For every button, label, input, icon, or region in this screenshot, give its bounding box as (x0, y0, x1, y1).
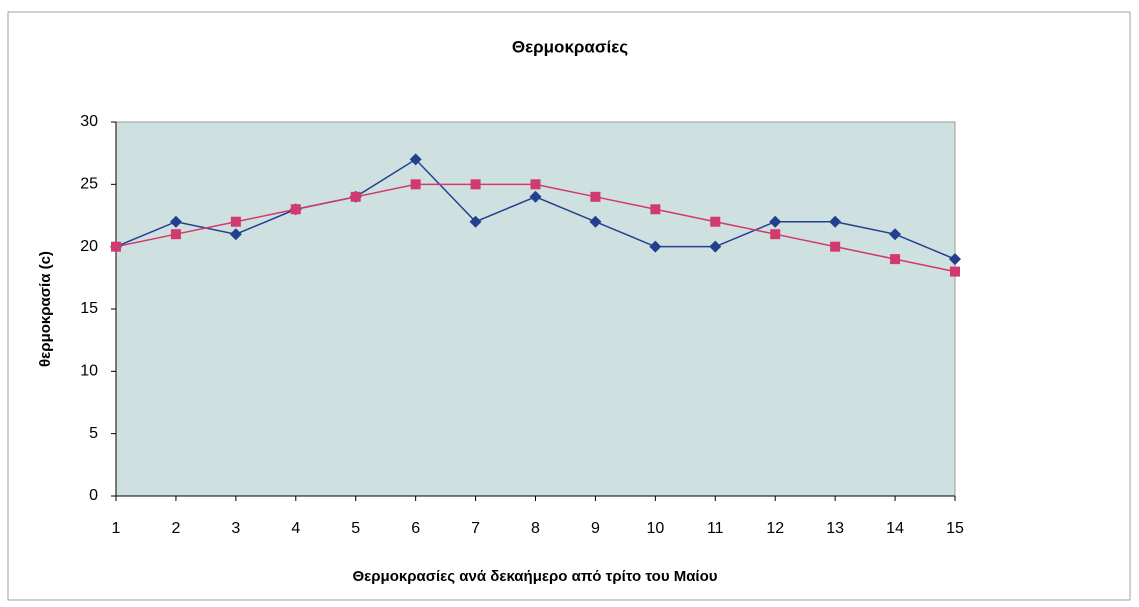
x-tick-label: 15 (946, 520, 964, 537)
marker (529, 190, 542, 203)
marker (470, 179, 481, 190)
x-tick-label: 10 (646, 520, 664, 537)
marker (650, 204, 661, 215)
marker (889, 228, 902, 241)
marker (949, 253, 961, 266)
y-tick-label: 5 (89, 425, 98, 442)
marker (830, 241, 841, 252)
marker (530, 179, 541, 190)
x-axis-title: Θερμοκρασίες ανά δεκαήμερο από τρίτο του… (352, 568, 717, 585)
x-tick-label: 11 (707, 520, 724, 537)
marker (229, 228, 242, 241)
marker (590, 191, 601, 202)
y-tick-label: 30 (80, 113, 98, 130)
marker (290, 204, 301, 215)
x-tick-label: 6 (411, 520, 420, 537)
x-tick-label: 4 (291, 520, 300, 537)
marker (409, 153, 422, 166)
y-axis-title: θερμοκρασία (c) (37, 251, 54, 367)
y-tick-label: 25 (80, 176, 98, 193)
marker (350, 191, 361, 202)
marker (230, 216, 241, 227)
plot-area (115, 121, 956, 497)
x-tick-label: 13 (826, 520, 844, 537)
marker (111, 241, 121, 252)
y-tick-label: 20 (80, 238, 98, 255)
marker (589, 215, 602, 228)
x-tick-label: 3 (231, 520, 240, 537)
x-tick-label: 5 (351, 520, 360, 537)
marker (769, 215, 782, 228)
marker (709, 240, 722, 253)
marker (649, 240, 662, 253)
x-tick-label: 14 (886, 520, 904, 537)
marker (410, 179, 421, 190)
y-tick-label: 15 (80, 300, 98, 317)
marker (710, 216, 721, 227)
marker (829, 215, 842, 228)
x-tick-label: 9 (591, 520, 600, 537)
y-tick-label: 10 (80, 363, 98, 380)
marker (170, 229, 181, 240)
x-tick-label: 1 (112, 520, 121, 537)
x-tick-label: 7 (471, 520, 480, 537)
marker (469, 215, 482, 228)
marker (890, 254, 901, 265)
x-tick-label: 2 (171, 520, 180, 537)
x-tick-label: 8 (531, 520, 540, 537)
y-tick-label: 0 (89, 487, 98, 504)
chart-title: Θερμοκρασίες (512, 37, 628, 56)
marker (950, 266, 960, 277)
marker (169, 215, 182, 228)
x-tick-label: 12 (766, 520, 784, 537)
marker (770, 229, 781, 240)
